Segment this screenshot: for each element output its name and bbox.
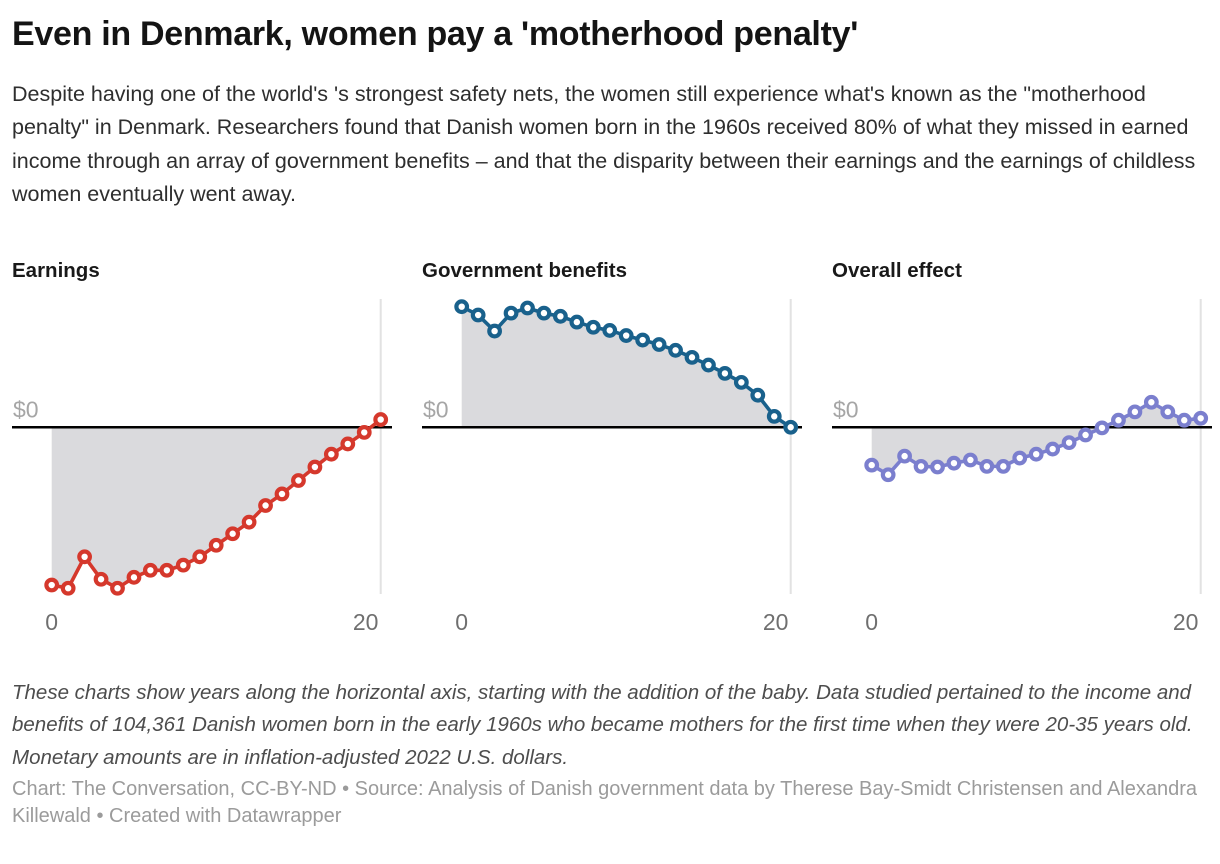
chart-notes: These charts show years along the horizo…: [12, 680, 1193, 769]
data-point-marker: [635, 332, 651, 348]
data-point-marker: [291, 473, 306, 488]
data-point-marker: [668, 342, 683, 358]
x-tick-label-0: 0: [455, 609, 468, 635]
earnings-chart-heading: Earnings: [12, 259, 100, 283]
data-point-marker: [93, 571, 109, 587]
data-point-marker: [1094, 420, 1110, 436]
data-point-marker: [373, 412, 389, 427]
data-point-marker: [192, 549, 208, 565]
data-point-marker: [44, 577, 60, 593]
data-point-marker: [487, 323, 502, 339]
data-point-marker: [142, 562, 158, 578]
data-point-marker: [356, 424, 372, 440]
x-tick-label-20: 20: [763, 609, 789, 635]
data-point-marker: [733, 374, 749, 390]
data-point-marker: [536, 305, 552, 321]
chart-byline: Chart: The Conversation, CC-BY-ND • Sour…: [12, 778, 1197, 827]
data-point-marker: [77, 549, 92, 565]
data-point-marker: [126, 569, 142, 585]
small-multiples-row: Earnings $0 0 20 Government benefits $0 0 20…: [12, 259, 1212, 637]
data-point-marker: [602, 322, 618, 338]
data-point-marker: [470, 307, 486, 323]
data-point-marker: [913, 458, 929, 474]
government-benefits-chart-plot: $0 0 20: [422, 298, 802, 635]
overall-effect-chart-heading: Overall effect: [832, 259, 962, 283]
data-point-marker: [1061, 435, 1077, 450]
data-point-marker: [552, 308, 568, 324]
data-point-marker: [946, 455, 962, 471]
chart-description: Despite having one of the world's 's str…: [12, 82, 1196, 207]
area-fill: [461, 306, 791, 428]
data-point-marker: [618, 328, 634, 343]
page-title: Even in Denmark, women pay a 'motherhood…: [12, 15, 858, 53]
data-point-marker: [750, 387, 766, 403]
data-point-marker: [684, 349, 700, 365]
data-point-marker: [717, 365, 733, 381]
data-point-marker: [60, 580, 76, 596]
data-point-marker: [110, 580, 125, 596]
data-point-marker: [159, 562, 175, 578]
data-point-marker: [274, 486, 290, 502]
government-benefits-chart-heading: Government benefits: [422, 259, 628, 283]
data-point-marker: [1193, 410, 1209, 426]
data-point-marker: [1111, 412, 1126, 428]
data-point-marker: [1028, 446, 1044, 462]
data-point-marker: [454, 299, 470, 315]
data-point-marker: [651, 337, 667, 352]
data-point-marker: [585, 319, 601, 335]
x-tick-label-0: 0: [865, 609, 878, 635]
data-point-marker: [323, 446, 339, 462]
data-point-marker: [897, 448, 912, 464]
data-point-marker: [340, 436, 356, 452]
data-point-marker: [1160, 404, 1176, 420]
area-fill: [51, 419, 381, 589]
data-point-marker: [1176, 412, 1192, 428]
earnings-chart-plot: $0 0 20: [12, 298, 392, 635]
data-point-marker: [783, 419, 799, 435]
data-point-marker: [258, 498, 273, 513]
data-point-marker: [979, 458, 995, 474]
zero-axis-label: $0: [833, 396, 859, 422]
overall-effect-chart-panel: Overall effect $0 0 20: [832, 259, 1212, 637]
x-tick-label-20: 20: [353, 609, 379, 635]
data-point-marker: [930, 459, 945, 475]
data-point-marker: [503, 305, 519, 321]
data-point-marker: [864, 457, 880, 473]
data-point-marker: [880, 467, 896, 483]
x-tick-label-0: 0: [45, 609, 58, 635]
data-point-marker: [1143, 394, 1159, 410]
x-tick-label-20: 20: [1173, 609, 1199, 635]
data-point-marker: [569, 314, 585, 330]
data-point-marker: [225, 526, 241, 542]
data-point-marker: [1012, 450, 1028, 466]
data-point-marker: [208, 537, 224, 553]
data-point-marker: [1078, 427, 1093, 443]
zero-axis-label: $0: [423, 396, 449, 422]
zero-axis-label: $0: [13, 396, 39, 422]
data-point-marker: [1127, 404, 1143, 420]
data-point-marker: [1045, 441, 1061, 457]
earnings-chart-panel: Earnings $0 0 20: [12, 259, 392, 637]
data-point-marker: [520, 300, 535, 316]
data-point-marker: [307, 459, 323, 475]
data-point-marker: [175, 557, 191, 573]
data-point-marker: [701, 357, 716, 373]
data-point-marker: [241, 514, 257, 530]
data-point-marker: [962, 452, 978, 468]
overall-effect-chart-plot: $0 0 20: [832, 298, 1212, 635]
government-benefits-chart-panel: Government benefits $0 0 20: [422, 259, 802, 637]
data-point-marker: [995, 458, 1011, 474]
data-point-marker: [766, 408, 782, 424]
